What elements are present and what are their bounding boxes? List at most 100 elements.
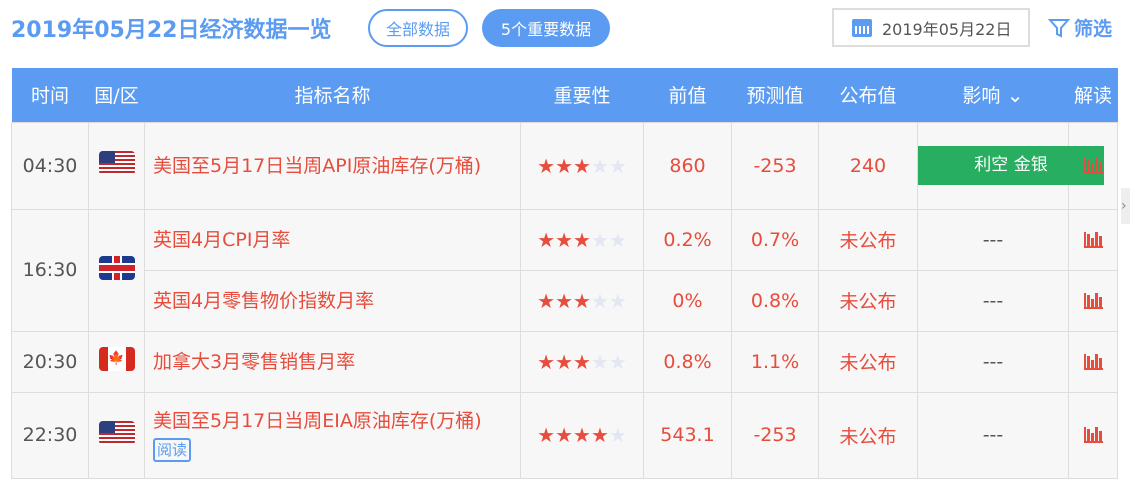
indicator-name[interactable]: 英国4月CPI月率 (153, 228, 291, 251)
star-icon: ★ (573, 227, 591, 252)
star-icon: ★ (590, 349, 609, 374)
forecast-value: -253 (731, 391, 819, 479)
column-header: 解读 (1068, 68, 1118, 122)
column-header: 时间 (11, 68, 89, 122)
star-icon: ★ (537, 423, 556, 447)
actual-value: 未公布 (818, 269, 918, 332)
interpret-cell[interactable] (1068, 269, 1118, 332)
calendar-table: 时间 国/区 指标名称 重要性 前值 预测值 公布值 影响 ⌄ 解读 04:30 美国至5月17日… (11, 68, 1118, 479)
forecast-value: -253 (731, 121, 819, 210)
previous-value: 0.2% (643, 208, 732, 271)
scroll-arrow[interactable]: › (1121, 188, 1130, 224)
column-header: 国/区 (88, 68, 145, 122)
column-header: 公布值 (818, 68, 918, 122)
star-icon: ★ (555, 227, 574, 252)
impact-cell: --- (917, 269, 1069, 332)
column-header[interactable]: 影响 ⌄ (917, 68, 1069, 122)
important-data-button[interactable]: 5个重要数据 (482, 9, 610, 47)
indicator-cell[interactable]: 美国至5月17日当周EIA原油库存(万桶) 阅读 (144, 391, 521, 479)
column-header: 重要性 (520, 68, 644, 122)
star-icon: ★ (573, 153, 591, 178)
star-icon: ★ (537, 153, 556, 178)
bar-chart-icon[interactable] (1083, 292, 1103, 309)
star-icon: ★ (555, 153, 574, 178)
chevron-down-icon[interactable]: ⌄ (1000, 83, 1024, 108)
country-cell: 🍁 (88, 330, 145, 393)
indicator-name[interactable]: 美国至5月17日当周EIA原油库存(万桶) (153, 410, 482, 432)
table-row: 04:30 美国至5月17日当周API原油库存(万桶) ★★★★★ 860 -253 24… (11, 121, 1118, 210)
previous-value: 0.8% (643, 330, 732, 393)
date-value: 2019年05月22日 (882, 19, 1012, 39)
actual-value: 未公布 (818, 330, 918, 393)
indicator-cell[interactable]: 加拿大3月零售销售月率 (144, 330, 521, 393)
actual-value: 未公布 (818, 391, 918, 479)
interpret-cell[interactable] (1068, 208, 1118, 271)
bar-chart-icon[interactable] (1083, 427, 1103, 443)
star-icon: ★ (608, 153, 627, 178)
importance-stars: ★★★★★ (520, 121, 644, 210)
country-cell (88, 391, 145, 479)
country-cell (88, 121, 145, 210)
indicator-name[interactable]: 加拿大3月零售销售月率 (153, 350, 356, 373)
calendar-icon (852, 18, 872, 37)
previous-value: 860 (643, 121, 732, 210)
indicator-cell[interactable]: 英国4月CPI月率 (144, 208, 521, 271)
importance-stars: ★★★★★ (520, 208, 644, 271)
indicator-cell[interactable]: 英国4月零售物价指数月率 (144, 269, 521, 332)
flag-ca-icon: 🍁 (98, 347, 135, 371)
star-icon: ★ (537, 288, 556, 313)
impact-badge: 利空 金银 (918, 146, 1104, 185)
previous-value: 0% (643, 269, 732, 332)
forecast-value: 0.8% (731, 269, 819, 332)
bar-chart-icon[interactable] (1083, 157, 1103, 174)
interpret-cell[interactable] (1068, 330, 1118, 393)
bar-chart-icon[interactable] (1083, 353, 1103, 370)
table-row: 22:30 美国至5月17日当周EIA原油库存(万桶) 阅读 ★★★★★ 543.1 -2… (11, 391, 1118, 479)
star-icon: ★ (590, 153, 609, 178)
star-icon: ★ (590, 423, 609, 447)
table-row: 英国4月零售物价指数月率 ★★★★★ 0% 0.8% 未公布 --- (12, 269, 1118, 332)
star-icon: ★ (590, 288, 609, 313)
star-icon: ★ (608, 349, 627, 374)
star-icon: ★ (590, 227, 609, 252)
star-icon: ★ (608, 423, 627, 447)
filter-icon (1048, 18, 1070, 38)
star-icon: ★ (573, 288, 591, 313)
forecast-value: 0.7% (731, 208, 819, 271)
flag-us-icon (98, 420, 135, 445)
importance-stars: ★★★★★ (520, 391, 644, 479)
indicator-name[interactable]: 美国至5月17日当周API原油库存(万桶) (153, 154, 482, 177)
impact-cell: --- (917, 208, 1069, 271)
filter-button[interactable]: 筛选 (1048, 14, 1112, 41)
actual-value: 240 (818, 121, 918, 210)
star-icon: ★ (537, 227, 556, 252)
indicator-name[interactable]: 英国4月零售物价指数月率 (153, 289, 375, 312)
actual-value: 未公布 (818, 208, 918, 271)
star-icon: ★ (537, 349, 556, 374)
flag-us-icon (98, 151, 135, 175)
date-picker[interactable]: 2019年05月22日 (832, 8, 1030, 47)
time-cell: 04:30 (11, 121, 89, 210)
star-icon: ★ (573, 349, 591, 374)
table-row: 20:30 🍁 加拿大3月零售销售月率 ★★★★★ 0.8% 1.1% 未公布 --- (11, 330, 1118, 393)
all-data-button[interactable]: 全部数据 (368, 9, 468, 47)
star-icon: ★ (608, 227, 627, 252)
impact-cell: --- (917, 330, 1069, 393)
page-title: 2019年05月22日经济数据一览 (11, 18, 332, 43)
previous-value: 543.1 (643, 391, 732, 479)
star-icon: ★ (608, 288, 627, 313)
filter-label: 筛选 (1074, 18, 1113, 40)
column-header: 指标名称 (144, 68, 521, 122)
country-cell (88, 208, 145, 332)
column-header: 前值 (643, 68, 732, 122)
indicator-cell[interactable]: 美国至5月17日当周API原油库存(万桶) (144, 121, 521, 210)
read-button[interactable]: 阅读 (153, 438, 192, 462)
interpret-cell[interactable] (1068, 391, 1118, 479)
star-icon: ★ (555, 349, 574, 374)
time-cell: 16:30 (11, 208, 89, 332)
interpret-cell[interactable] (1068, 121, 1118, 210)
importance-stars: ★★★★★ (520, 269, 644, 332)
time-cell: 20:30 (11, 330, 89, 393)
impact-cell: 利空 金银 (917, 121, 1104, 210)
bar-chart-icon[interactable] (1083, 231, 1103, 248)
